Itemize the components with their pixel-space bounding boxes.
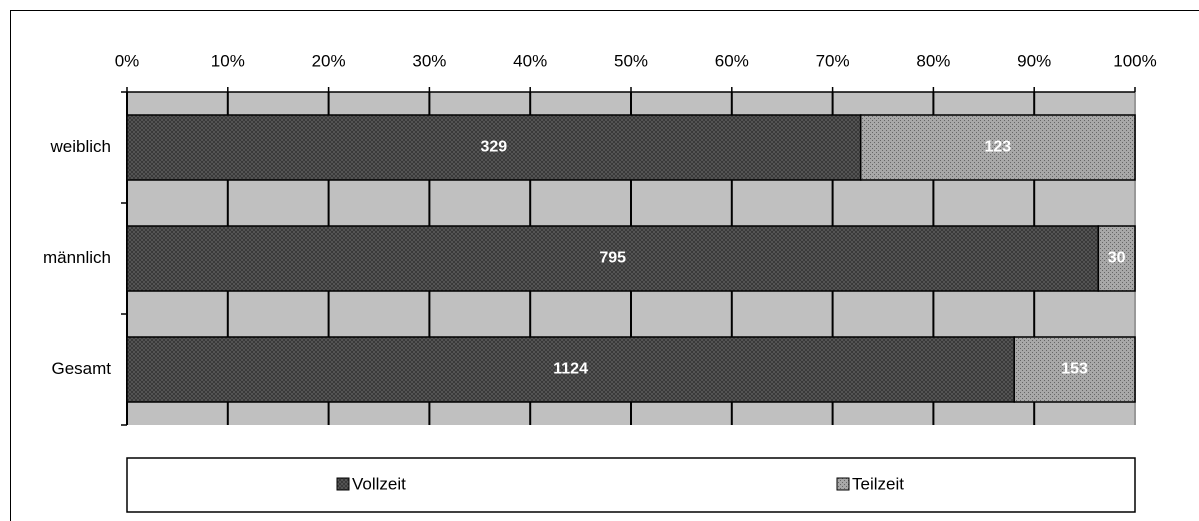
legend-label: Teilzeit: [852, 474, 904, 493]
x-tick-label: 50%: [614, 51, 648, 70]
legend-label: Vollzeit: [352, 474, 406, 493]
legend-swatch: [836, 477, 850, 491]
x-tick-label: 20%: [312, 51, 346, 70]
data-label: 795: [599, 250, 626, 267]
y-tick-label: männlich: [43, 248, 111, 267]
x-tick-label: 70%: [816, 51, 850, 70]
x-tick-label: 40%: [513, 51, 547, 70]
bar: [126, 114, 862, 181]
x-tick-label: 0%: [115, 51, 140, 70]
x-tick-label: 100%: [1113, 51, 1156, 70]
bar: [126, 225, 1100, 292]
legend: [126, 457, 1136, 513]
bar: [126, 336, 1015, 403]
y-tick-label: Gesamt: [51, 359, 111, 378]
bar: [1013, 336, 1136, 403]
bar: [1097, 225, 1136, 292]
x-tick-label: 30%: [412, 51, 446, 70]
data-label: 1124: [553, 361, 588, 378]
x-tick-label: 90%: [1017, 51, 1051, 70]
legend-swatch: [336, 477, 350, 491]
data-label: 153: [1061, 361, 1088, 378]
frame: [10, 10, 1199, 521]
bar: [859, 114, 1136, 181]
data-label: 123: [984, 139, 1011, 156]
x-tick-label: 60%: [715, 51, 749, 70]
x-tick-label: 10%: [211, 51, 245, 70]
data-label: 329: [480, 139, 507, 156]
y-tick-label: weiblich: [50, 137, 111, 156]
data-label: 30: [1108, 250, 1126, 267]
x-tick-label: 80%: [916, 51, 950, 70]
